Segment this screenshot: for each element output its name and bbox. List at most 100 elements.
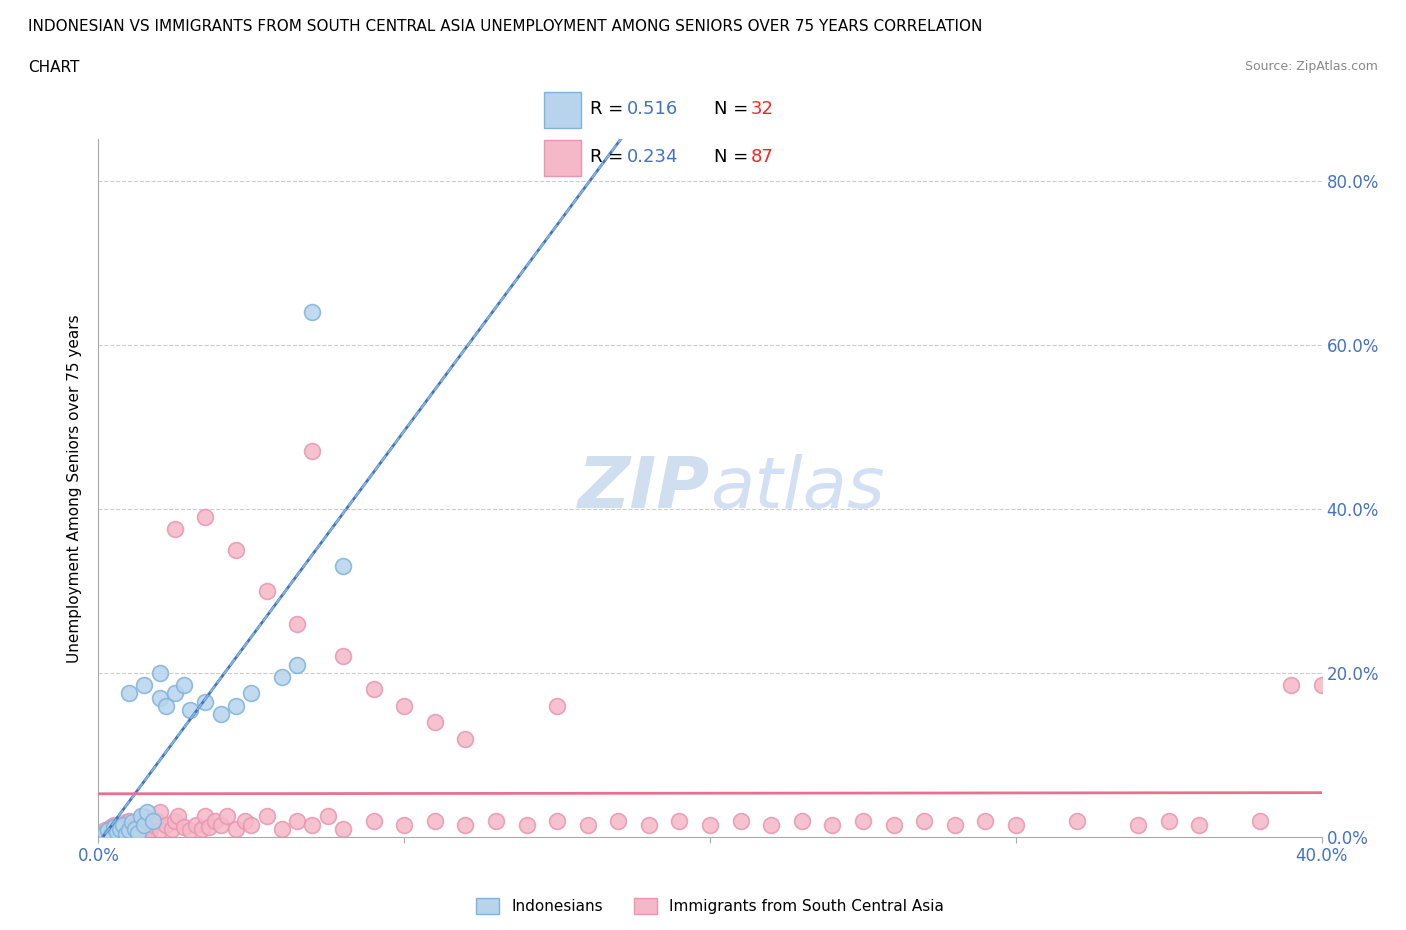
Point — [240, 686, 263, 701]
Point — [423, 813, 446, 828]
Point — [163, 813, 186, 828]
Point — [108, 821, 131, 836]
Point — [121, 819, 143, 834]
Point — [974, 813, 997, 828]
Point — [204, 813, 226, 828]
Point — [115, 826, 138, 841]
Point — [454, 731, 477, 746]
Point — [111, 817, 134, 832]
Point — [142, 817, 165, 832]
Text: R =: R = — [591, 100, 628, 118]
Point — [821, 817, 844, 832]
Point — [167, 809, 190, 824]
Text: R =: R = — [591, 149, 628, 166]
Point — [270, 821, 292, 836]
Point — [516, 817, 538, 832]
Point — [1188, 817, 1211, 832]
Point — [163, 686, 186, 701]
Point — [134, 826, 156, 841]
Point — [160, 821, 183, 836]
Point — [1128, 817, 1150, 832]
Point — [363, 682, 385, 697]
Point — [240, 817, 263, 832]
Point — [215, 809, 238, 824]
Point — [209, 707, 232, 722]
Point — [105, 825, 128, 840]
Text: Source: ZipAtlas.com: Source: ZipAtlas.com — [1244, 60, 1378, 73]
Point — [392, 698, 416, 713]
Point — [301, 304, 323, 319]
Point — [118, 813, 141, 828]
Point — [332, 649, 354, 664]
Point — [149, 690, 172, 705]
Text: N =: N = — [714, 100, 754, 118]
Text: ZIP: ZIP — [578, 454, 710, 523]
Point — [134, 809, 156, 824]
Point — [194, 809, 217, 824]
Text: 87: 87 — [751, 149, 773, 166]
Point — [1249, 813, 1271, 828]
Point — [285, 813, 308, 828]
FancyBboxPatch shape — [544, 140, 581, 176]
Point — [332, 559, 354, 574]
Point — [93, 826, 115, 841]
Point — [1279, 678, 1302, 693]
Point — [103, 826, 125, 841]
Point — [546, 813, 568, 828]
Point — [124, 821, 146, 836]
Point — [194, 510, 217, 525]
Point — [115, 815, 138, 830]
Point — [1004, 817, 1026, 832]
Point — [127, 826, 149, 841]
Point — [197, 819, 219, 834]
Point — [233, 813, 256, 828]
Point — [118, 823, 141, 838]
Point — [301, 444, 323, 458]
Point — [136, 805, 159, 820]
Point — [576, 817, 599, 832]
Point — [129, 821, 152, 836]
Point — [270, 670, 292, 684]
Point — [103, 817, 125, 832]
Point — [256, 809, 278, 824]
Point — [149, 805, 172, 820]
Point — [118, 686, 141, 701]
Point — [124, 823, 146, 838]
Text: N =: N = — [714, 149, 754, 166]
Point — [173, 678, 195, 693]
Point — [668, 813, 690, 828]
Point — [316, 809, 339, 824]
Point — [790, 813, 813, 828]
Point — [129, 809, 152, 824]
Point — [142, 813, 165, 828]
Point — [173, 819, 195, 834]
Point — [423, 714, 446, 729]
Point — [136, 819, 159, 834]
Point — [1066, 813, 1088, 828]
Point — [912, 813, 935, 828]
Point — [121, 815, 143, 830]
Point — [285, 617, 308, 631]
Point — [90, 827, 112, 842]
Point — [256, 583, 278, 598]
Point — [179, 702, 201, 717]
Point — [149, 823, 172, 838]
Point — [943, 817, 966, 832]
Point — [93, 823, 115, 838]
Point — [155, 817, 177, 832]
FancyBboxPatch shape — [544, 92, 581, 127]
Point — [155, 698, 177, 713]
Point — [225, 542, 247, 557]
Point — [186, 817, 208, 832]
Point — [852, 813, 875, 828]
Point — [103, 819, 125, 834]
Point — [179, 823, 201, 838]
Point — [1310, 678, 1333, 693]
Text: 32: 32 — [751, 100, 773, 118]
Point — [100, 827, 122, 842]
Point — [118, 826, 141, 841]
Point — [730, 813, 752, 828]
Point — [145, 813, 167, 828]
Point — [149, 666, 172, 681]
Point — [134, 678, 156, 693]
